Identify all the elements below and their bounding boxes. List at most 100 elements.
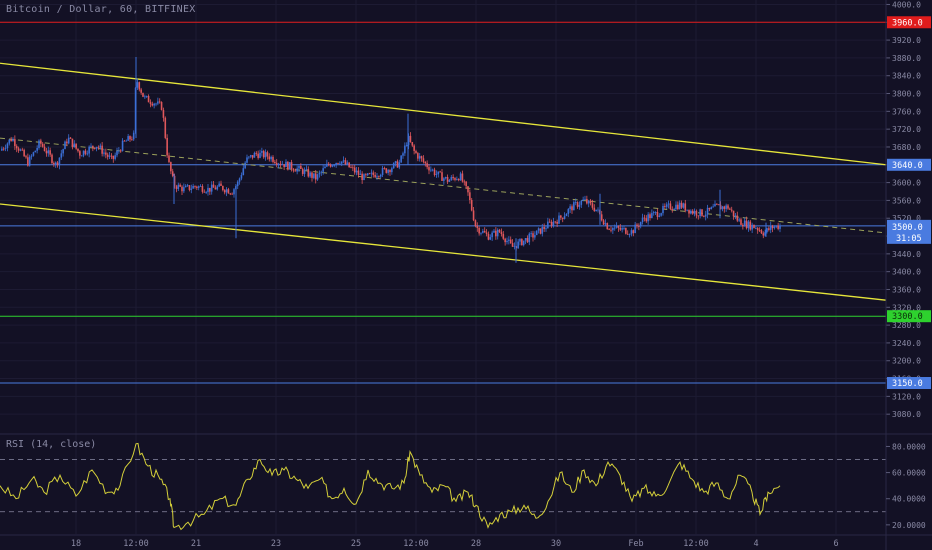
candle-body (274, 161, 276, 163)
candle-body (431, 169, 434, 171)
candle-body (368, 173, 371, 175)
candle-body (560, 215, 562, 218)
candle-body (708, 207, 711, 210)
candle-body (171, 171, 174, 176)
candle-body (691, 210, 694, 214)
candle-body (742, 224, 744, 227)
candle-body (400, 155, 402, 163)
candle-body (25, 156, 27, 158)
candle-body (223, 190, 226, 193)
candle-body (136, 82, 139, 88)
candle-body (309, 172, 311, 177)
candle-body (738, 219, 740, 221)
candle-body (259, 152, 261, 158)
candle-body (684, 203, 687, 211)
candle-body (574, 202, 577, 203)
candle-body (194, 185, 196, 187)
candle-body (613, 227, 616, 229)
candle-body (517, 241, 519, 249)
candle-body (119, 150, 122, 152)
candle-body (15, 146, 18, 149)
candle-body (623, 227, 625, 229)
candle-body (606, 223, 609, 230)
candle-body (305, 169, 308, 170)
price-level-badge-label: 3150.0 (892, 379, 923, 389)
candle-body (480, 232, 482, 234)
candle-body (667, 203, 670, 205)
candle-body (602, 220, 605, 225)
candle-body (610, 229, 612, 231)
candle-body (450, 177, 453, 180)
candle-body (680, 202, 683, 208)
candle-body (261, 151, 263, 153)
candle-body (240, 175, 243, 179)
candle-body (489, 237, 492, 240)
candle-body (168, 155, 170, 163)
candle-body (404, 145, 406, 154)
candle-body (405, 145, 408, 147)
candle-body (758, 230, 761, 232)
candle-body (665, 204, 668, 207)
candle-body (651, 213, 653, 219)
candle-body (465, 181, 467, 187)
candle-body (441, 172, 443, 181)
candle-body (203, 191, 206, 193)
price-tick-label: 3760.0 (892, 107, 921, 116)
candle-body (138, 82, 141, 90)
candle-body (526, 238, 529, 243)
candle-body (417, 153, 419, 159)
candle-body (41, 143, 44, 147)
candle-body (704, 214, 707, 217)
candle-body (47, 150, 50, 154)
candle-body (105, 152, 107, 155)
candle-body (370, 172, 373, 174)
candle-body (764, 232, 766, 236)
candle-body (632, 230, 635, 234)
price-tick-label: 3840.0 (892, 72, 921, 81)
candle-body (422, 158, 425, 162)
candle-body (294, 170, 297, 172)
candle-body (123, 140, 126, 142)
candle-body (550, 222, 553, 226)
candle-body (21, 149, 24, 151)
candle-body (262, 151, 265, 158)
candle-body (177, 184, 180, 189)
candle-body (327, 163, 330, 165)
candle-body (196, 186, 198, 188)
candle-body (38, 140, 40, 148)
candle-body (331, 165, 334, 167)
candle-body (677, 204, 679, 210)
candle-body (457, 179, 460, 181)
price-level-badge-label: 3640.0 (892, 161, 923, 171)
candle-body (290, 162, 293, 170)
channel-lines (0, 62, 887, 301)
candle-body (721, 206, 724, 210)
candle-body (281, 164, 284, 166)
candle-body (97, 146, 100, 148)
candle-body (166, 137, 168, 156)
candle-body (378, 176, 380, 178)
candle-body (283, 164, 285, 168)
candle-body (186, 185, 189, 187)
candle-body (350, 167, 352, 169)
candle-body (580, 200, 583, 205)
time-tick-label: 6 (833, 539, 838, 549)
candle-body (6, 143, 9, 149)
candle-body (491, 232, 493, 238)
candle-body (300, 166, 302, 169)
candle-body (80, 155, 83, 157)
candle-body (753, 224, 755, 229)
candle-body (75, 143, 77, 149)
candle-body (4, 148, 7, 149)
candle-body (244, 162, 246, 169)
candle-body (233, 189, 235, 195)
candle-body (569, 206, 571, 210)
candle-body (528, 233, 531, 243)
candle-body (103, 152, 105, 154)
candle-body (144, 96, 146, 98)
rsi-tick-label: 40.0000 (892, 495, 926, 504)
chart-title: Bitcoin / Dollar, 60, BITFINEX (6, 4, 196, 15)
candle-body (23, 149, 25, 157)
candle-body (207, 187, 209, 193)
